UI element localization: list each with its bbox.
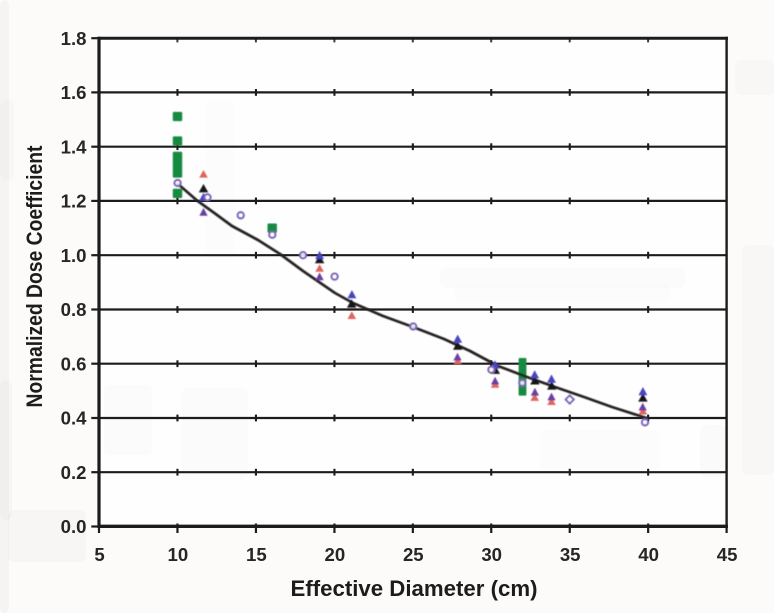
- svg-text:35: 35: [560, 544, 581, 565]
- svg-text:1.0: 1.0: [61, 245, 87, 266]
- svg-text:1.2: 1.2: [61, 191, 87, 212]
- svg-text:40: 40: [638, 544, 659, 565]
- svg-text:0.4: 0.4: [61, 408, 88, 429]
- svg-text:45: 45: [717, 544, 738, 565]
- svg-text:10: 10: [168, 544, 189, 565]
- svg-text:1.6: 1.6: [61, 82, 87, 103]
- svg-text:20: 20: [325, 544, 346, 565]
- svg-text:30: 30: [481, 544, 502, 565]
- svg-text:0.6: 0.6: [61, 353, 87, 374]
- svg-text:5: 5: [94, 544, 104, 565]
- svg-text:0.8: 0.8: [61, 299, 87, 320]
- svg-text:1.4: 1.4: [61, 136, 88, 157]
- svg-text:1.8: 1.8: [61, 28, 87, 49]
- svg-text:0.0: 0.0: [61, 516, 87, 537]
- svg-text:25: 25: [403, 544, 424, 565]
- svg-text:Normalized Dose Coefficient: Normalized Dose Coefficient: [22, 145, 47, 407]
- svg-text:15: 15: [246, 544, 267, 565]
- svg-text:0.2: 0.2: [61, 462, 87, 483]
- svg-text:Effective Diameter (cm): Effective Diameter (cm): [291, 576, 538, 601]
